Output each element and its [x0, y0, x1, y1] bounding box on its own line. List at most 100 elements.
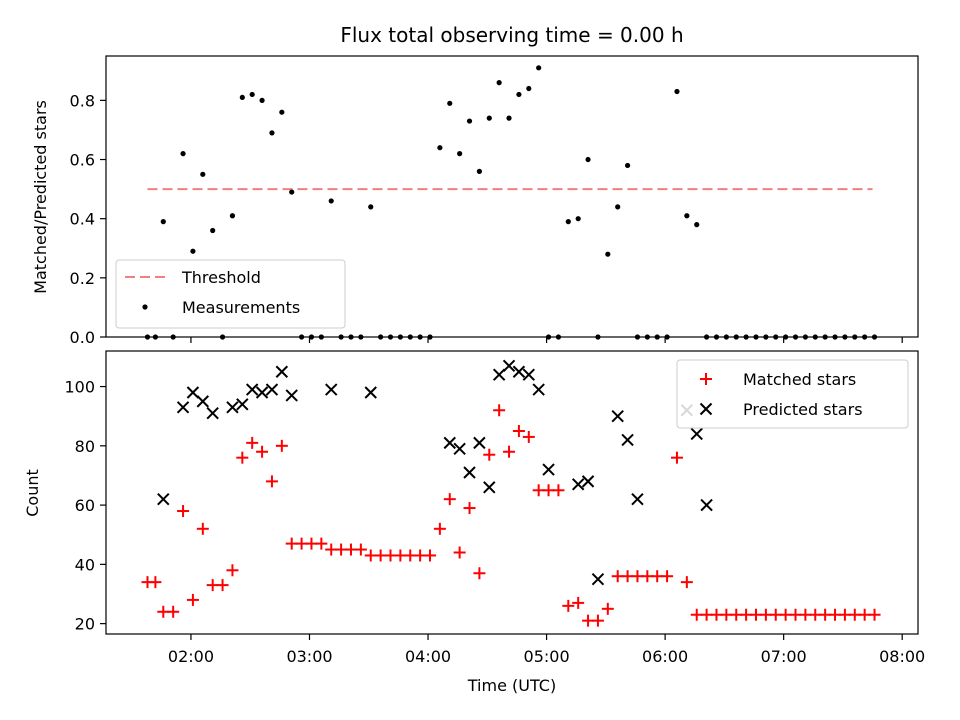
- matched-star-point: [661, 570, 674, 583]
- measurement-point: [289, 189, 295, 195]
- bottom-y-ticks: 20 40 60 80 100: [64, 378, 106, 634]
- bottom-y-tick-label: 100: [64, 378, 95, 397]
- measurement-point: [536, 65, 542, 71]
- measurement-point: [792, 334, 799, 340]
- legend-measurements-label: Measurements: [182, 298, 300, 317]
- matched-star-point: [572, 596, 585, 609]
- measurement-point: [476, 168, 483, 174]
- predicted-star-point: [621, 433, 634, 447]
- measurement-point: [466, 118, 473, 124]
- measurement-point: [229, 213, 236, 219]
- matched-stars-series: [141, 404, 881, 627]
- measurement-point: [152, 334, 158, 340]
- matched-star-point: [680, 576, 693, 589]
- measurement-point: [308, 334, 315, 340]
- measurement-point: [496, 80, 502, 86]
- predicted-star-point: [186, 386, 200, 399]
- measurement-point: [753, 334, 759, 340]
- measurement-point: [862, 334, 868, 340]
- bottom-x-ticks: 02:00 03:00 04:00 05:00 06:00 07:00 08:00: [168, 634, 925, 666]
- matched-star-point: [601, 602, 614, 615]
- x-axis-label: Time (UTC): [467, 676, 556, 695]
- measurement-point: [624, 162, 631, 169]
- measurement-point: [526, 85, 532, 92]
- predicted-star-point: [483, 481, 496, 494]
- measurement-point: [279, 109, 285, 115]
- measurement-point: [674, 88, 680, 95]
- legend-matched-label: Matched stars: [743, 370, 856, 389]
- measurement-point: [743, 334, 749, 340]
- predicted-star-point: [591, 572, 605, 586]
- measurement-point: [516, 91, 522, 98]
- predicted-star-point: [364, 386, 377, 399]
- matched-star-point: [315, 537, 328, 550]
- predicted-star-point: [443, 436, 456, 450]
- bottom-x-tick-label: 02:00: [168, 647, 214, 666]
- predicted-star-point: [631, 492, 644, 506]
- measurement-point: [842, 334, 848, 340]
- top-panel: Flux total observing time = 0.00 h 0.00.…: [31, 23, 919, 347]
- matched-star-point: [177, 505, 190, 518]
- measurement-point: [595, 334, 601, 340]
- bottom-panel: 20 40 60 80 100 02:00 03:00 04:00 05:00 06:00 07:…: [23, 350, 925, 695]
- top-y-tick-label: 0.2: [70, 269, 95, 288]
- matched-star-point: [483, 448, 496, 461]
- matched-star-point: [868, 608, 881, 621]
- measurement-point: [190, 248, 196, 254]
- measurement-point: [170, 334, 176, 340]
- measurement-point: [565, 219, 571, 225]
- measurement-point: [852, 334, 858, 340]
- top-y-tick-label: 0.4: [70, 210, 95, 229]
- matched-star-point: [167, 605, 180, 618]
- measurement-point: [387, 334, 394, 340]
- measurement-point: [348, 334, 354, 340]
- measurement-point: [783, 334, 789, 340]
- measurement-point: [210, 227, 216, 234]
- predicted-star-point: [571, 478, 585, 491]
- matched-star-point: [275, 439, 288, 452]
- measurement-point: [575, 216, 581, 222]
- predicted-star-point: [463, 466, 476, 479]
- measurement-point: [832, 334, 838, 340]
- bottom-legend: Matched stars Predicted stars: [676, 359, 909, 429]
- legend-predicted-marker: [699, 402, 713, 416]
- measurement-point: [585, 156, 591, 163]
- measurement-point: [773, 334, 779, 340]
- predicted-star-point: [502, 359, 516, 373]
- measurement-point: [654, 334, 660, 340]
- predicted-star-point: [206, 407, 219, 420]
- top-y-tick-label: 0.6: [70, 151, 95, 170]
- measurement-point: [605, 251, 611, 257]
- predicted-star-point: [492, 368, 506, 381]
- matched-star-point: [512, 425, 525, 438]
- top-y-axis-label: Matched/Predicted stars: [31, 100, 50, 294]
- measurement-point: [733, 334, 739, 340]
- measurement-point: [338, 334, 344, 340]
- bottom-x-tick-label: 04:00: [405, 647, 451, 666]
- predicted-star-point: [542, 463, 555, 476]
- predicted-star-point: [522, 368, 536, 381]
- matched-star-point: [246, 436, 259, 449]
- matched-star-point: [149, 576, 162, 589]
- top-plot-frame: [105, 55, 919, 338]
- measurement-point: [704, 334, 710, 340]
- predicted-star-point: [700, 498, 713, 512]
- bottom-x-tick-label: 06:00: [642, 647, 688, 666]
- predicted-star-point: [245, 383, 259, 396]
- matched-star-point: [433, 522, 446, 535]
- predicted-star-point: [157, 492, 170, 506]
- matched-star-point: [473, 567, 486, 580]
- matched-star-point: [226, 564, 239, 577]
- legend-matched-marker: [700, 373, 712, 385]
- predicted-star-point: [265, 383, 279, 396]
- measurement-point: [378, 334, 384, 340]
- matched-star-point: [503, 445, 516, 458]
- measurement-point: [545, 334, 552, 340]
- matched-star-point: [256, 445, 269, 458]
- measurement-point: [368, 204, 374, 210]
- measurement-point: [200, 171, 206, 177]
- legend-predicted-swatch: [699, 402, 713, 416]
- legend-matched-swatch: [700, 373, 712, 385]
- matched-star-point: [265, 475, 278, 488]
- measurement-point: [555, 334, 562, 340]
